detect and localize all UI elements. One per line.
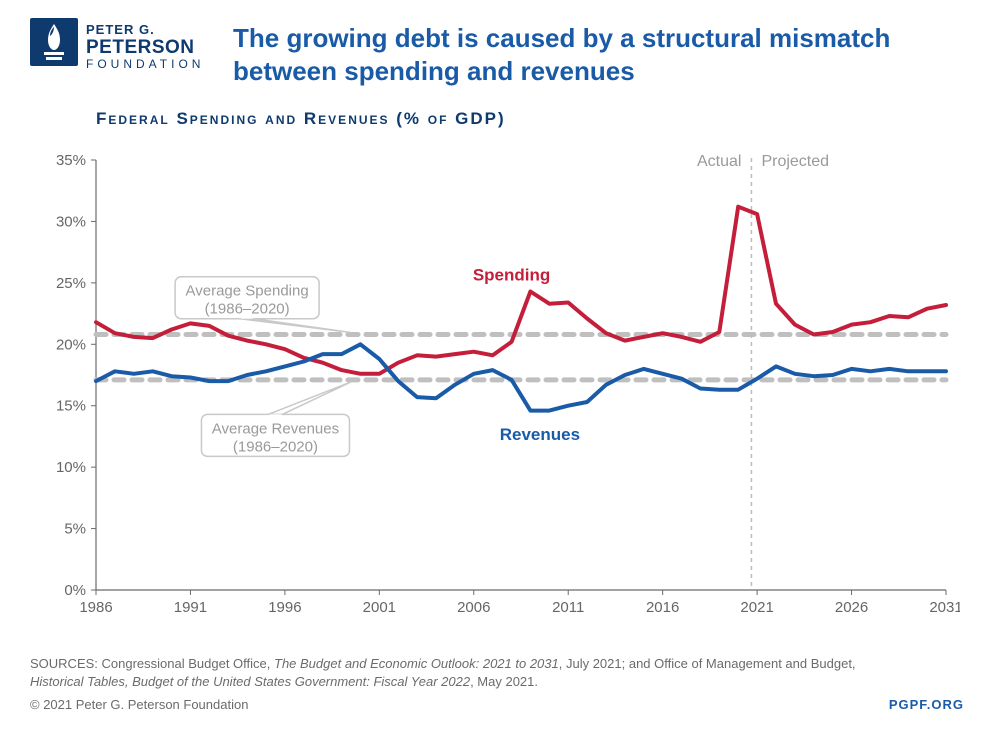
svg-text:30%: 30% [56, 213, 86, 230]
svg-text:2006: 2006 [457, 599, 490, 616]
sources-line-1: SOURCES: Congressional Budget Office, Th… [30, 655, 964, 673]
svg-text:25%: 25% [56, 275, 86, 292]
svg-text:(1986–2020): (1986–2020) [233, 438, 318, 455]
chart-title: The growing debt is caused by a structur… [233, 18, 964, 87]
svg-text:20%: 20% [56, 336, 86, 353]
svg-text:35%: 35% [56, 152, 86, 169]
logo-text-2: PETERSON [86, 37, 195, 58]
sources-text-1a: Congressional Budget Office, [102, 656, 274, 671]
copyright: © 2021 Peter G. Peterson Foundation [30, 696, 248, 714]
sources-line-2: Historical Tables, Budget of the United … [30, 673, 964, 691]
chart-subtitle: Federal Spending and Revenues (% of GDP) [0, 87, 994, 129]
line-chart: 0% 5% 10% 15% 20% 25% 30% 35% 1986 1991 1996 2001 20… [40, 150, 960, 630]
svg-text:1996: 1996 [268, 599, 301, 616]
svg-text:1991: 1991 [174, 599, 207, 616]
svg-text:Actual: Actual [697, 153, 741, 170]
svg-text:2031: 2031 [929, 599, 960, 616]
sources-text-1b: The Budget and Economic Outlook: 2021 to… [274, 656, 559, 671]
svg-text:0%: 0% [64, 582, 86, 599]
svg-text:Revenues: Revenues [500, 425, 580, 444]
svg-text:2011: 2011 [552, 599, 584, 616]
footer: SOURCES: Congressional Budget Office, Th… [30, 655, 964, 714]
svg-text:Projected: Projected [761, 153, 829, 170]
svg-text:Spending: Spending [473, 265, 550, 284]
site-link[interactable]: PGPF.ORG [889, 696, 964, 714]
sources-text-1c: , July 2021; and Office of Management an… [559, 656, 856, 671]
svg-text:10%: 10% [56, 459, 86, 476]
sources-text-2b: , May 2021. [470, 674, 538, 689]
logo-text-1: PETER G. [86, 22, 155, 37]
svg-text:15%: 15% [56, 398, 86, 415]
svg-text:(1986–2020): (1986–2020) [205, 301, 290, 318]
header: PETER G. PETERSON FOUNDATION The growing… [0, 0, 994, 87]
svg-text:Average Spending: Average Spending [186, 283, 309, 300]
foundation-logo: PETER G. PETERSON FOUNDATION [30, 18, 215, 83]
svg-text:2021: 2021 [740, 599, 773, 616]
svg-text:Average Revenues: Average Revenues [212, 420, 339, 437]
svg-text:2016: 2016 [646, 599, 679, 616]
svg-text:1986: 1986 [79, 599, 112, 616]
sources-prefix: SOURCES: [30, 656, 102, 671]
logo-text-3: FOUNDATION [86, 57, 204, 71]
svg-text:2026: 2026 [835, 599, 868, 616]
svg-text:5%: 5% [64, 521, 86, 538]
svg-text:2001: 2001 [363, 599, 396, 616]
sources-text-2a: Historical Tables, Budget of the United … [30, 674, 470, 689]
